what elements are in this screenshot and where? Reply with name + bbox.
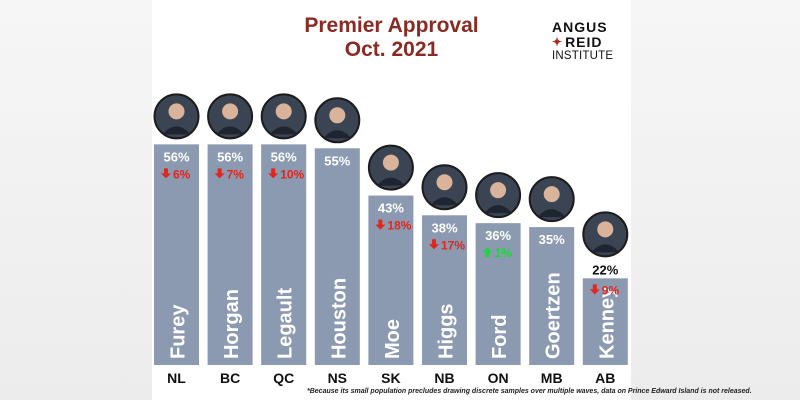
premier-name-qc: Legault (275, 288, 297, 359)
value-label-on: 36% (485, 228, 511, 243)
change-label-on: 1% (495, 246, 513, 260)
bar-sk (368, 195, 414, 365)
background-right (631, 0, 800, 400)
category-label-on: ON (488, 370, 509, 386)
value-label-sk: 43% (378, 201, 404, 216)
category-label-bc: BC (220, 370, 240, 386)
premier-face-nl (168, 103, 185, 120)
maple-leaf-icon: ✦ (552, 35, 564, 49)
bar-on (475, 223, 521, 365)
down-arrow-icon-sk (375, 219, 386, 230)
value-label-ns: 55% (324, 153, 350, 168)
chart-card: Premier Approval Oct. 2021 ANGUS ✦ REID … (152, 0, 752, 400)
chart-title-line2: Oct. 2021 (344, 38, 439, 61)
background-left (0, 0, 152, 400)
bar-ab (582, 278, 628, 365)
premier-suit-ns (323, 130, 352, 139)
premier-name-bc: Horgan (221, 289, 243, 359)
change-label-qc: 10% (280, 167, 304, 181)
premier-suit-on (484, 205, 513, 214)
premier-name-nl: Furey (168, 304, 190, 359)
category-label-nl: NL (167, 370, 186, 386)
down-arrow-icon-bc (214, 168, 225, 179)
up-arrow-icon-on (482, 247, 493, 258)
change-label-nl: 6% (173, 167, 191, 181)
down-arrow-icon-ab (589, 284, 600, 295)
premier-face-sk (382, 154, 399, 171)
down-arrow-icon-qc (268, 168, 279, 179)
premier-face-bc (222, 103, 239, 120)
category-label-mb: MB (541, 370, 563, 386)
premier-face-mb (543, 186, 560, 203)
angus-reid-logo: ANGUS ✦ REID INSTITUTE (552, 20, 632, 63)
change-label-bc: 7% (227, 167, 245, 181)
value-label-bc: 56% (217, 149, 243, 164)
approval-bar-chart: Furey 56% 6% NL Horgan 56% 7% BC Legault 56% 10% QC… (153, 93, 629, 386)
value-label-mb: 35% (539, 232, 565, 247)
premier-name-mb: Goertzen (543, 272, 565, 359)
premier-suit-nb (430, 197, 459, 206)
premier-name-nb: Higgs (436, 303, 458, 359)
value-label-nb: 38% (431, 220, 457, 235)
category-label-qc: QC (273, 370, 294, 386)
logo-line-reid: ✦ REID (552, 35, 632, 50)
bar-ns (314, 148, 360, 365)
category-label-ns: NS (328, 370, 347, 386)
value-label-qc: 56% (271, 149, 297, 164)
down-arrow-icon-nb (429, 239, 439, 250)
premier-suit-ab (591, 244, 620, 253)
premier-face-qc (275, 103, 292, 120)
logo-text-institute: INSTITUTE (552, 50, 614, 62)
chart-title-line1: Premier Approval (304, 14, 479, 37)
category-label-ab: AB (595, 370, 615, 386)
premier-face-ns (329, 107, 346, 124)
bar-nl (154, 144, 199, 365)
value-label-nl: 56% (163, 149, 189, 164)
premier-name-ab: Kenney (596, 286, 618, 359)
premier-suit-qc (269, 126, 298, 135)
premier-suit-bc (216, 126, 245, 135)
logo-text-reid: REID (565, 34, 603, 50)
change-label-nb: 17% (441, 238, 465, 252)
change-label-sk: 18% (387, 219, 411, 233)
category-label-sk: SK (381, 370, 400, 386)
premier-name-on: Ford (489, 315, 511, 359)
premier-suit-sk (376, 177, 405, 186)
down-arrow-icon-nl (161, 168, 171, 179)
logo-text-angus: ANGUS (552, 19, 608, 35)
bar-bc (207, 144, 253, 365)
footnote: *Because its small population precludes … (307, 388, 752, 395)
value-label-ab: 22% (592, 262, 618, 277)
category-label-nb: NB (434, 370, 454, 386)
premier-suit-mb (537, 209, 566, 218)
bar-mb (529, 227, 575, 365)
premier-face-ab (597, 221, 614, 238)
premier-face-nb (436, 174, 453, 191)
chart-title: Premier Approval Oct. 2021 (152, 14, 631, 62)
premier-name-sk: Moe (382, 319, 404, 359)
premier-suit-nl (162, 126, 191, 135)
premier-name-ns: Houston (328, 278, 350, 359)
premier-face-on (490, 182, 507, 199)
bar-nb (422, 215, 467, 365)
bar-qc (261, 144, 307, 365)
change-label-ab: 9% (602, 283, 620, 297)
